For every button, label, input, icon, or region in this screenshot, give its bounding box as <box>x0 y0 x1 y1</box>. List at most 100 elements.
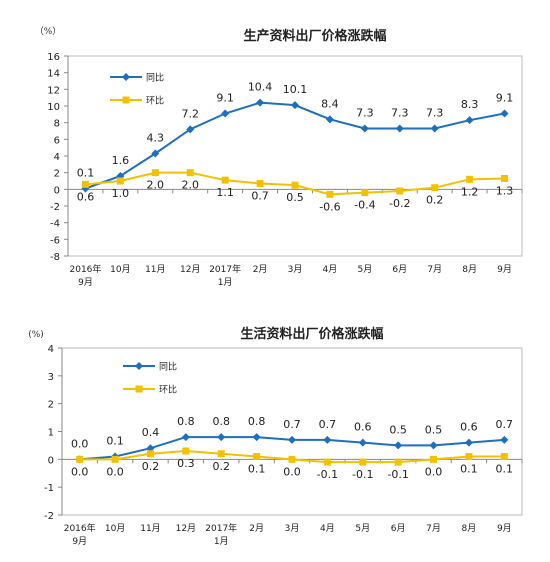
data-point-yoy <box>288 435 296 444</box>
data-point-mom <box>500 453 508 461</box>
x-tick-label: 8月 <box>462 523 477 534</box>
data-label-mom: -0.6 <box>319 200 340 213</box>
x-tick-label: 2017年 <box>209 263 241 275</box>
data-label-yoy: 7.2 <box>181 107 199 120</box>
data-point-yoy <box>500 109 509 118</box>
data-label-yoy: 0.0 <box>71 437 89 450</box>
legend-marker <box>122 96 130 104</box>
plot-area <box>61 347 523 516</box>
y-tick-label: -4 <box>50 219 60 230</box>
data-point-yoy <box>394 441 403 450</box>
data-label-mom: 1.0 <box>112 187 130 200</box>
y-tick-label: -8 <box>50 252 60 263</box>
y-tick-label: -2 <box>44 511 54 522</box>
y-tick-label: 4 <box>48 344 54 355</box>
data-point-yoy <box>217 433 226 442</box>
x-tick-label: 5月 <box>357 264 372 275</box>
x-tick-label: 1月 <box>214 536 229 547</box>
data-point-yoy <box>465 116 474 125</box>
data-point-mom <box>146 450 154 458</box>
data-point-mom <box>359 458 367 466</box>
data-point-yoy <box>429 441 438 450</box>
x-tick-label: 3月 <box>285 523 300 534</box>
data-label-yoy: 0.7 <box>283 418 301 431</box>
data-label-yoy: 8.3 <box>461 98 479 111</box>
x-tick-label: 2月 <box>249 523 264 534</box>
data-label-yoy: 0.8 <box>177 415 195 428</box>
y-tick-label: 6 <box>54 135 60 146</box>
data-label-yoy: 0.6 <box>354 421 372 434</box>
data-label-mom: 0.0 <box>425 465 443 478</box>
data-point-yoy <box>358 438 367 447</box>
y-tick-label: 12 <box>47 85 60 96</box>
x-tick-label: 8月 <box>462 264 477 275</box>
y-axis-unit: (%) <box>28 330 44 340</box>
data-point-mom <box>323 458 331 466</box>
data-point-mom <box>186 169 194 177</box>
data-label-yoy: 0.4 <box>142 426 160 439</box>
x-tick-label: 9月 <box>497 264 512 275</box>
data-label-yoy: 0.5 <box>389 423 407 436</box>
data-label-mom: 0.3 <box>177 457 195 470</box>
data-point-mom <box>116 177 124 185</box>
data-point-mom <box>111 455 119 463</box>
x-tick-label: 10月 <box>105 523 125 534</box>
x-tick-label: 3月 <box>288 264 303 275</box>
data-label-mom: -0.1 <box>317 468 338 481</box>
x-tick-label: 11月 <box>145 264 165 275</box>
data-label-mom: 0.2 <box>212 460 230 473</box>
data-point-mom <box>217 450 225 458</box>
data-label-mom: 2.0 <box>147 179 165 192</box>
x-tick-label: 4月 <box>323 264 338 275</box>
data-point-yoy <box>186 125 195 134</box>
y-tick-label: 14 <box>47 69 60 80</box>
data-label-mom: 0.1 <box>496 463 514 476</box>
data-label-yoy: 0.7 <box>319 418 337 431</box>
data-point-mom <box>221 176 229 184</box>
y-tick-label: -6 <box>50 235 60 246</box>
x-tick-label: 5月 <box>355 523 370 534</box>
x-tick-label: 10月 <box>110 264 130 275</box>
y-tick-label: 3 <box>48 372 54 383</box>
data-point-yoy <box>360 124 369 133</box>
data-label-mom: -0.1 <box>387 468 408 481</box>
data-label-mom: 2.0 <box>181 179 199 192</box>
data-label-yoy: 7.3 <box>426 107 444 120</box>
data-point-mom <box>182 447 190 455</box>
data-label-mom: 0.5 <box>286 191 304 204</box>
data-point-mom <box>501 175 509 182</box>
x-tick-label: 9月 <box>72 536 87 547</box>
y-tick-label: 8 <box>54 119 60 130</box>
chart-title: 生活资料出厂价格涨跌幅 <box>240 326 383 342</box>
legend-label: 环比 <box>146 95 164 107</box>
data-label-yoy: 1.6 <box>112 154 130 167</box>
x-tick-label: 2016年 <box>64 522 96 534</box>
data-label-yoy: 8.4 <box>321 97 339 110</box>
x-tick-label: 4月 <box>320 523 335 534</box>
data-point-yoy <box>221 109 230 118</box>
data-label-yoy: 9.1 <box>496 92 514 105</box>
data-point-yoy <box>151 149 160 158</box>
data-label-yoy: 0.7 <box>496 418 514 431</box>
data-label-mom: 1.1 <box>216 186 234 199</box>
x-tick-label: 12月 <box>180 264 200 275</box>
y-tick-label: -1 <box>44 483 54 494</box>
data-label-yoy: 0.1 <box>77 167 95 180</box>
x-tick-label: 11月 <box>140 523 160 534</box>
y-tick-label: 4 <box>54 152 60 163</box>
data-label-mom: 0.0 <box>71 465 89 478</box>
data-point-yoy <box>464 438 473 447</box>
legend-label: 同比 <box>146 72 164 84</box>
y-tick-label: 0 <box>48 455 54 466</box>
x-tick-label: 12月 <box>176 523 196 534</box>
data-point-mom <box>361 189 369 197</box>
data-point-mom <box>430 455 438 463</box>
y-tick-label: 1 <box>48 428 54 439</box>
data-label-yoy: 9.1 <box>216 92 234 105</box>
data-point-mom <box>81 180 89 188</box>
y-tick-label: 2 <box>48 400 54 411</box>
data-point-mom <box>151 169 159 177</box>
x-tick-label: 6月 <box>391 523 406 534</box>
data-label-yoy: 4.3 <box>147 132 165 145</box>
data-label-yoy: 10.4 <box>248 81 273 94</box>
